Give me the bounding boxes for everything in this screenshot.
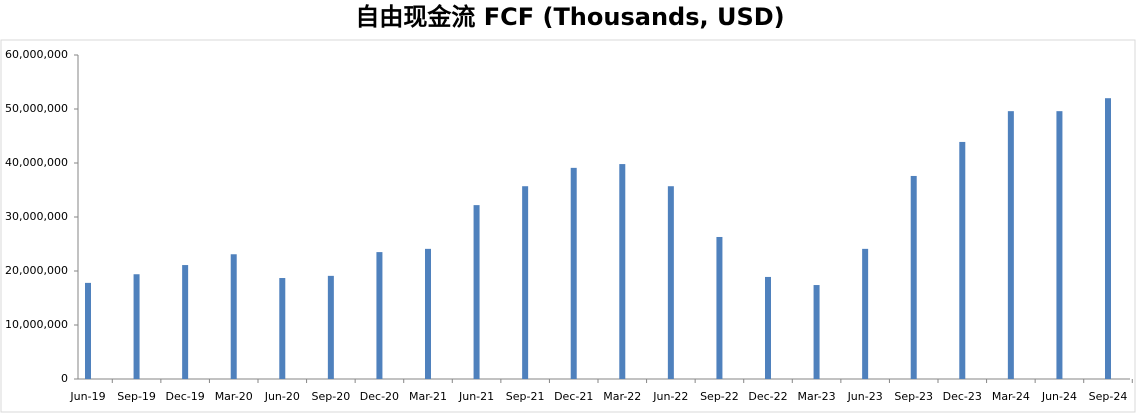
bar xyxy=(765,276,771,379)
x-tick-label: Dec-22 xyxy=(748,390,787,403)
bar xyxy=(813,285,820,379)
bar xyxy=(959,141,966,379)
x-tick-label: Sep-19 xyxy=(117,390,156,403)
x-tick-label: Jun-24 xyxy=(1041,390,1077,403)
y-tick-label: 10,000,000 xyxy=(5,318,68,331)
x-tick-label: Jun-19 xyxy=(69,390,105,403)
x-tick-label: Sep-24 xyxy=(1089,390,1128,403)
bar xyxy=(133,274,140,379)
bar xyxy=(425,248,431,379)
x-tick-label: Sep-23 xyxy=(894,390,933,403)
x-tick-label: Sep-22 xyxy=(700,390,739,403)
bar xyxy=(230,254,237,379)
x-tick-label: Dec-23 xyxy=(943,390,982,403)
y-tick-label: 40,000,000 xyxy=(5,156,68,169)
x-tick-label: Jun-21 xyxy=(458,390,494,403)
bar xyxy=(1007,111,1014,379)
x-tick-label: Mar-24 xyxy=(992,390,1030,403)
bar xyxy=(667,186,674,379)
x-tick-label: Sep-21 xyxy=(506,390,545,403)
bar xyxy=(619,164,626,379)
y-tick-label: 0 xyxy=(61,372,68,385)
chart-frame xyxy=(0,39,1136,413)
bar xyxy=(522,186,529,379)
bar xyxy=(862,248,869,379)
bar xyxy=(327,275,334,379)
x-tick-label: Sep-20 xyxy=(312,390,351,403)
x-tick-label: Jun-20 xyxy=(264,390,300,403)
x-tick-label: Mar-21 xyxy=(409,390,447,403)
y-tick-label: 20,000,000 xyxy=(5,264,68,277)
bar xyxy=(1056,111,1063,379)
y-tick-label: 50,000,000 xyxy=(5,102,68,115)
bar xyxy=(376,252,383,379)
bar xyxy=(182,265,189,379)
bar xyxy=(279,278,286,379)
chart-title: 自由现金流 FCF (Thousands, USD) xyxy=(355,3,784,31)
bar xyxy=(473,205,480,379)
x-tick-label: Dec-19 xyxy=(166,390,205,403)
x-tick-label: Mar-20 xyxy=(215,390,253,403)
x-tick-label: Dec-21 xyxy=(554,390,593,403)
bar xyxy=(570,167,577,379)
bar xyxy=(1105,98,1111,379)
x-tick-label: Mar-22 xyxy=(603,390,641,403)
bar xyxy=(85,282,91,379)
bar xyxy=(716,236,723,379)
x-tick-label: Dec-20 xyxy=(360,390,399,403)
x-tick-label: Jun-23 xyxy=(847,390,883,403)
y-tick-label: 30,000,000 xyxy=(5,210,68,223)
y-tick-label: 60,000,000 xyxy=(5,48,68,61)
bar xyxy=(910,175,917,379)
x-tick-label: Jun-22 xyxy=(652,390,688,403)
x-tick-label: Mar-23 xyxy=(798,390,836,403)
